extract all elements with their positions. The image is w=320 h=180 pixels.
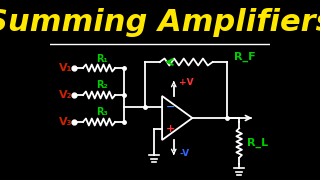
Text: +: + — [166, 124, 175, 134]
Text: R_L: R_L — [247, 138, 268, 148]
Text: −: − — [166, 102, 176, 112]
Text: +V: +V — [179, 78, 194, 87]
Text: -V: -V — [179, 150, 189, 159]
Text: V₃: V₃ — [59, 117, 72, 127]
Text: R₁: R₁ — [96, 54, 108, 64]
Text: R₂: R₂ — [96, 80, 108, 90]
Text: R_F: R_F — [234, 52, 256, 62]
Text: R₃: R₃ — [96, 107, 108, 117]
Text: V₁: V₁ — [59, 63, 72, 73]
Text: Summing Amplifiers: Summing Amplifiers — [0, 8, 320, 37]
Text: V₂: V₂ — [59, 90, 72, 100]
